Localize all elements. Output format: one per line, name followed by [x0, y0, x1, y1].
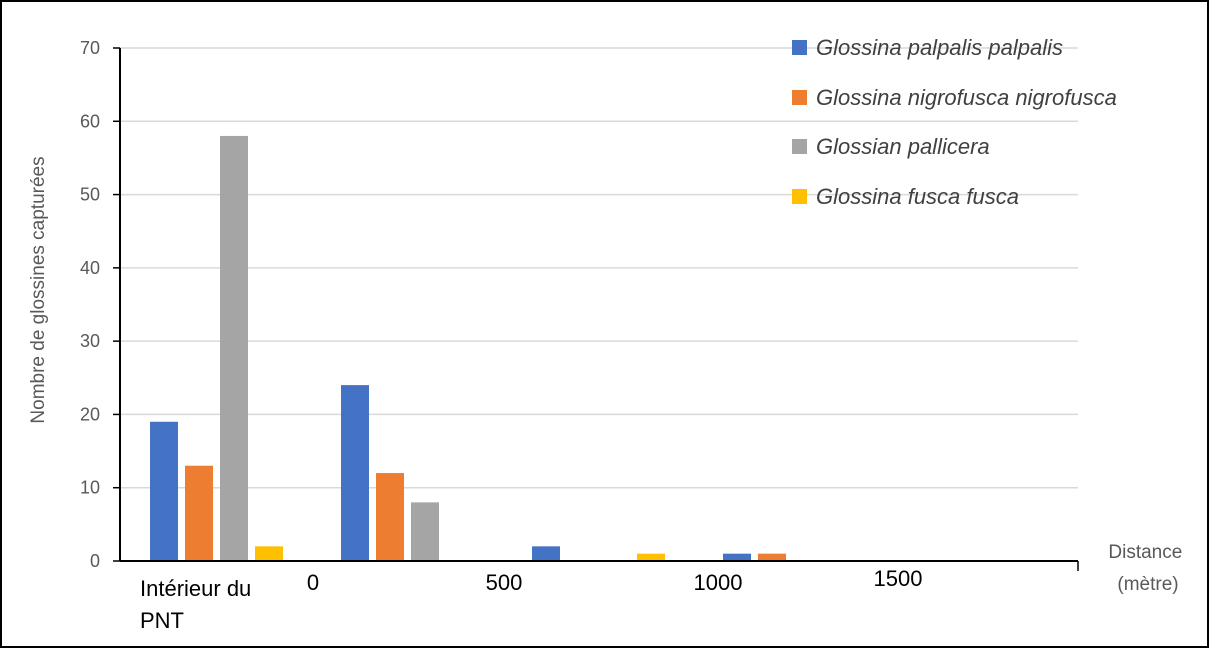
x-axis-label-line-1: Distance — [1108, 542, 1182, 563]
y-tick-label: 40 — [80, 258, 100, 278]
legend-swatch — [792, 90, 807, 105]
legend-entry: Glossina nigrofusca nigrofusca — [816, 85, 1117, 110]
bar — [758, 553, 786, 561]
bar — [185, 465, 213, 561]
x-tick-label: 500 — [486, 570, 523, 595]
bar — [150, 421, 178, 561]
bar — [637, 553, 665, 561]
bar — [376, 473, 404, 561]
y-tick-label: 50 — [80, 185, 100, 205]
bar — [341, 385, 369, 561]
legend-swatch — [792, 189, 807, 204]
legend: Glossina palpalis palpalis Glossina nigro… — [792, 35, 1117, 209]
legend-swatch — [792, 139, 807, 154]
y-tick-label: 0 — [90, 551, 100, 571]
x-tick-label-line: 0 — [307, 570, 319, 595]
x-tick-label-line: 1500 — [874, 566, 923, 591]
y-tick-label: 20 — [80, 404, 100, 424]
y-tick-label: 10 — [80, 478, 100, 498]
x-axis-label: Distance (mètre) — [1108, 542, 1187, 595]
y-tick-label: 70 — [80, 38, 100, 58]
x-tick-label: Intérieur du PNT — [140, 576, 251, 633]
bar — [723, 553, 751, 561]
x-axis-label-line-2: (mètre) — [1117, 574, 1178, 595]
y-tick-label: 60 — [80, 111, 100, 131]
bar — [255, 546, 283, 561]
x-tick-label-line: Intérieur du — [140, 576, 251, 601]
y-axis-label: Nombre de glossines capturées — [28, 156, 49, 423]
legend-entry: Glossina fusca fusca — [816, 184, 1019, 209]
x-tick-label-line: 500 — [486, 570, 523, 595]
x-tick-label-line: 1000 — [694, 570, 743, 595]
y-tick-label: 30 — [80, 331, 100, 351]
grid-lines — [113, 47, 1078, 562]
x-tick-label-line: PNT — [140, 608, 184, 633]
bar — [411, 502, 439, 561]
x-tick-label: 0 — [307, 570, 319, 595]
legend-entry: Glossian pallicera — [816, 134, 990, 159]
x-tick-label: 1500 — [874, 566, 923, 591]
bar — [220, 135, 248, 561]
axes — [119, 48, 1079, 571]
bars — [150, 135, 786, 561]
legend-entry: Glossina palpalis palpalis — [816, 35, 1063, 60]
bar — [532, 546, 560, 561]
x-tick-label: 1000 — [694, 570, 743, 595]
x-tick-labels: Intérieur du PNT 0 500 1000 1500 — [140, 566, 922, 633]
y-tick-labels: 0 10 20 30 40 50 60 70 — [80, 38, 100, 571]
legend-swatch — [792, 40, 807, 55]
